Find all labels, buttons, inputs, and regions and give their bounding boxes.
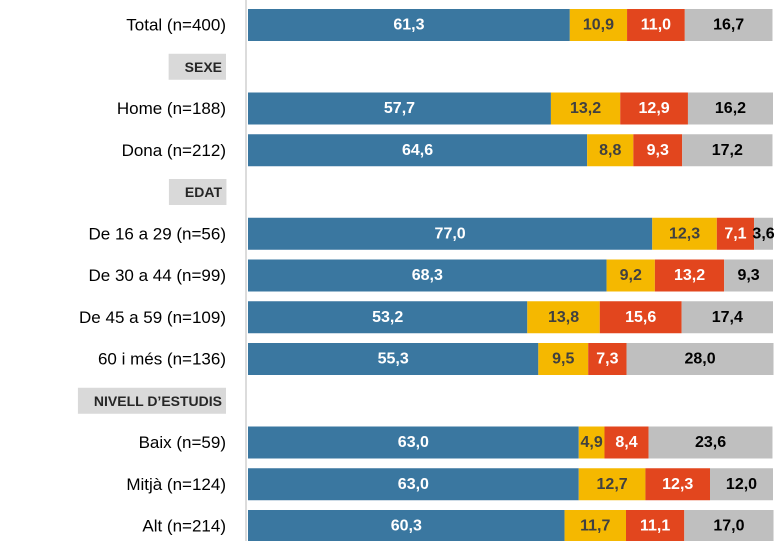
value-label: 55,3 <box>378 351 409 368</box>
bar-segment <box>724 259 773 292</box>
bar-segment <box>578 468 646 501</box>
value-label: 3,6 <box>752 225 774 242</box>
section-header-box <box>168 53 226 80</box>
value-label: 13,8 <box>548 309 579 326</box>
y-tick-label: Total (n=400) <box>126 16 226 35</box>
y-tick-label: Baix (n=59) <box>139 433 226 452</box>
value-label: 60,3 <box>391 518 422 535</box>
value-label: 7,3 <box>596 351 618 368</box>
value-label: 23,6 <box>695 434 726 451</box>
value-label: 16,2 <box>715 100 746 117</box>
bar-segment <box>569 9 628 41</box>
bar-segment <box>626 343 774 375</box>
bar-segment <box>754 217 773 250</box>
bar-segment <box>248 9 570 41</box>
section-header: NIVELL D’ESTUDIS <box>94 393 222 409</box>
value-label: 9,3 <box>647 142 669 159</box>
bar-segment <box>248 259 607 292</box>
value-label: 63,0 <box>398 476 429 493</box>
value-label: 9,3 <box>737 267 759 284</box>
bar-segment <box>587 134 634 167</box>
y-tick-label: De 45 a 59 (n=109) <box>79 308 226 327</box>
bar-segment <box>645 468 710 501</box>
y-tick-label: 60 i més (n=136) <box>98 350 226 369</box>
y-tick-label: Dona (n=212) <box>122 141 226 160</box>
bar-segment <box>626 510 685 541</box>
value-label: 11,7 <box>580 518 610 535</box>
value-label: 4,9 <box>580 434 602 451</box>
bar-segment <box>599 301 682 334</box>
value-label: 28,0 <box>684 351 715 368</box>
value-label: 7,1 <box>724 225 746 242</box>
bar-segment <box>684 9 773 41</box>
value-label: 64,6 <box>402 142 433 159</box>
value-label: 10,9 <box>583 17 614 34</box>
bar-segment <box>248 92 551 125</box>
value-label: 17,0 <box>713 518 744 535</box>
section-header: EDAT <box>185 184 223 200</box>
section-header-box <box>168 179 227 205</box>
value-label: 61,3 <box>393 17 424 34</box>
bar-segment <box>564 510 626 541</box>
value-label: 8,4 <box>615 434 637 451</box>
value-label: 53,2 <box>372 309 403 326</box>
value-label: 12,3 <box>669 225 700 242</box>
value-label: 15,6 <box>625 309 656 326</box>
bar-segment <box>248 134 588 167</box>
bar-segment <box>527 301 600 334</box>
bar-segment <box>716 217 755 250</box>
bar-segment <box>550 92 621 125</box>
bar-segment <box>248 468 579 501</box>
y-tick-label: Alt (n=214) <box>142 517 226 536</box>
bar-segment <box>620 92 688 125</box>
value-label: 11,1 <box>640 518 670 535</box>
value-label: 9,5 <box>552 351 574 368</box>
bar-segment <box>681 301 773 334</box>
bar-segment <box>588 343 627 375</box>
value-label: 63,0 <box>398 434 429 451</box>
bar-segment <box>248 301 528 334</box>
bar-segment <box>248 510 565 541</box>
section-header-box <box>77 387 226 414</box>
bar-segment <box>578 426 605 459</box>
value-label: 68,3 <box>412 267 443 284</box>
bar-segment <box>652 217 717 250</box>
y-tick-label: De 16 a 29 (n=56) <box>88 224 226 243</box>
bar-segment <box>606 259 655 292</box>
bar-segment <box>248 217 653 250</box>
value-label: 12,0 <box>726 476 757 493</box>
value-label: 12,9 <box>639 100 670 117</box>
bar-segment <box>682 134 773 167</box>
bar-segment <box>538 343 589 375</box>
value-label: 12,3 <box>662 476 693 493</box>
value-label: 11,0 <box>641 17 671 34</box>
value-label: 9,2 <box>620 267 642 284</box>
bar-segment <box>627 9 685 41</box>
bar-segment <box>248 343 539 375</box>
value-label: 8,8 <box>599 142 621 159</box>
bar-segment <box>654 259 725 292</box>
value-label: 12,7 <box>597 476 628 493</box>
bar-segment <box>633 134 683 167</box>
value-label: 77,0 <box>435 225 466 242</box>
y-tick-label: Mitjà (n=124) <box>126 475 226 494</box>
bar-segment <box>684 510 774 541</box>
value-label: 16,7 <box>713 17 744 34</box>
bar-segment <box>710 468 773 501</box>
bar-segment <box>648 426 773 459</box>
value-label: 57,7 <box>384 100 415 117</box>
section-header: SEXE <box>185 59 222 75</box>
y-tick-label: De 30 a 44 (n=99) <box>88 266 226 285</box>
value-label: 13,2 <box>674 267 705 284</box>
bar-segment <box>248 426 579 459</box>
bar-segment <box>604 426 649 459</box>
value-label: 13,2 <box>570 100 601 117</box>
bar-segment <box>687 92 773 125</box>
value-label: 17,4 <box>712 309 743 326</box>
y-tick-label: Home (n=188) <box>117 99 226 118</box>
value-label: 17,2 <box>712 142 743 159</box>
